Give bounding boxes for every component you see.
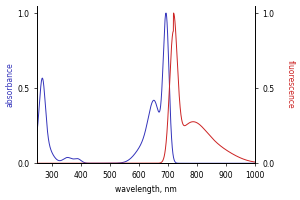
X-axis label: wavelength, nm: wavelength, nm [115, 185, 177, 194]
Y-axis label: absorbance: absorbance [6, 62, 15, 107]
Y-axis label: fluorescence: fluorescence [285, 60, 294, 109]
